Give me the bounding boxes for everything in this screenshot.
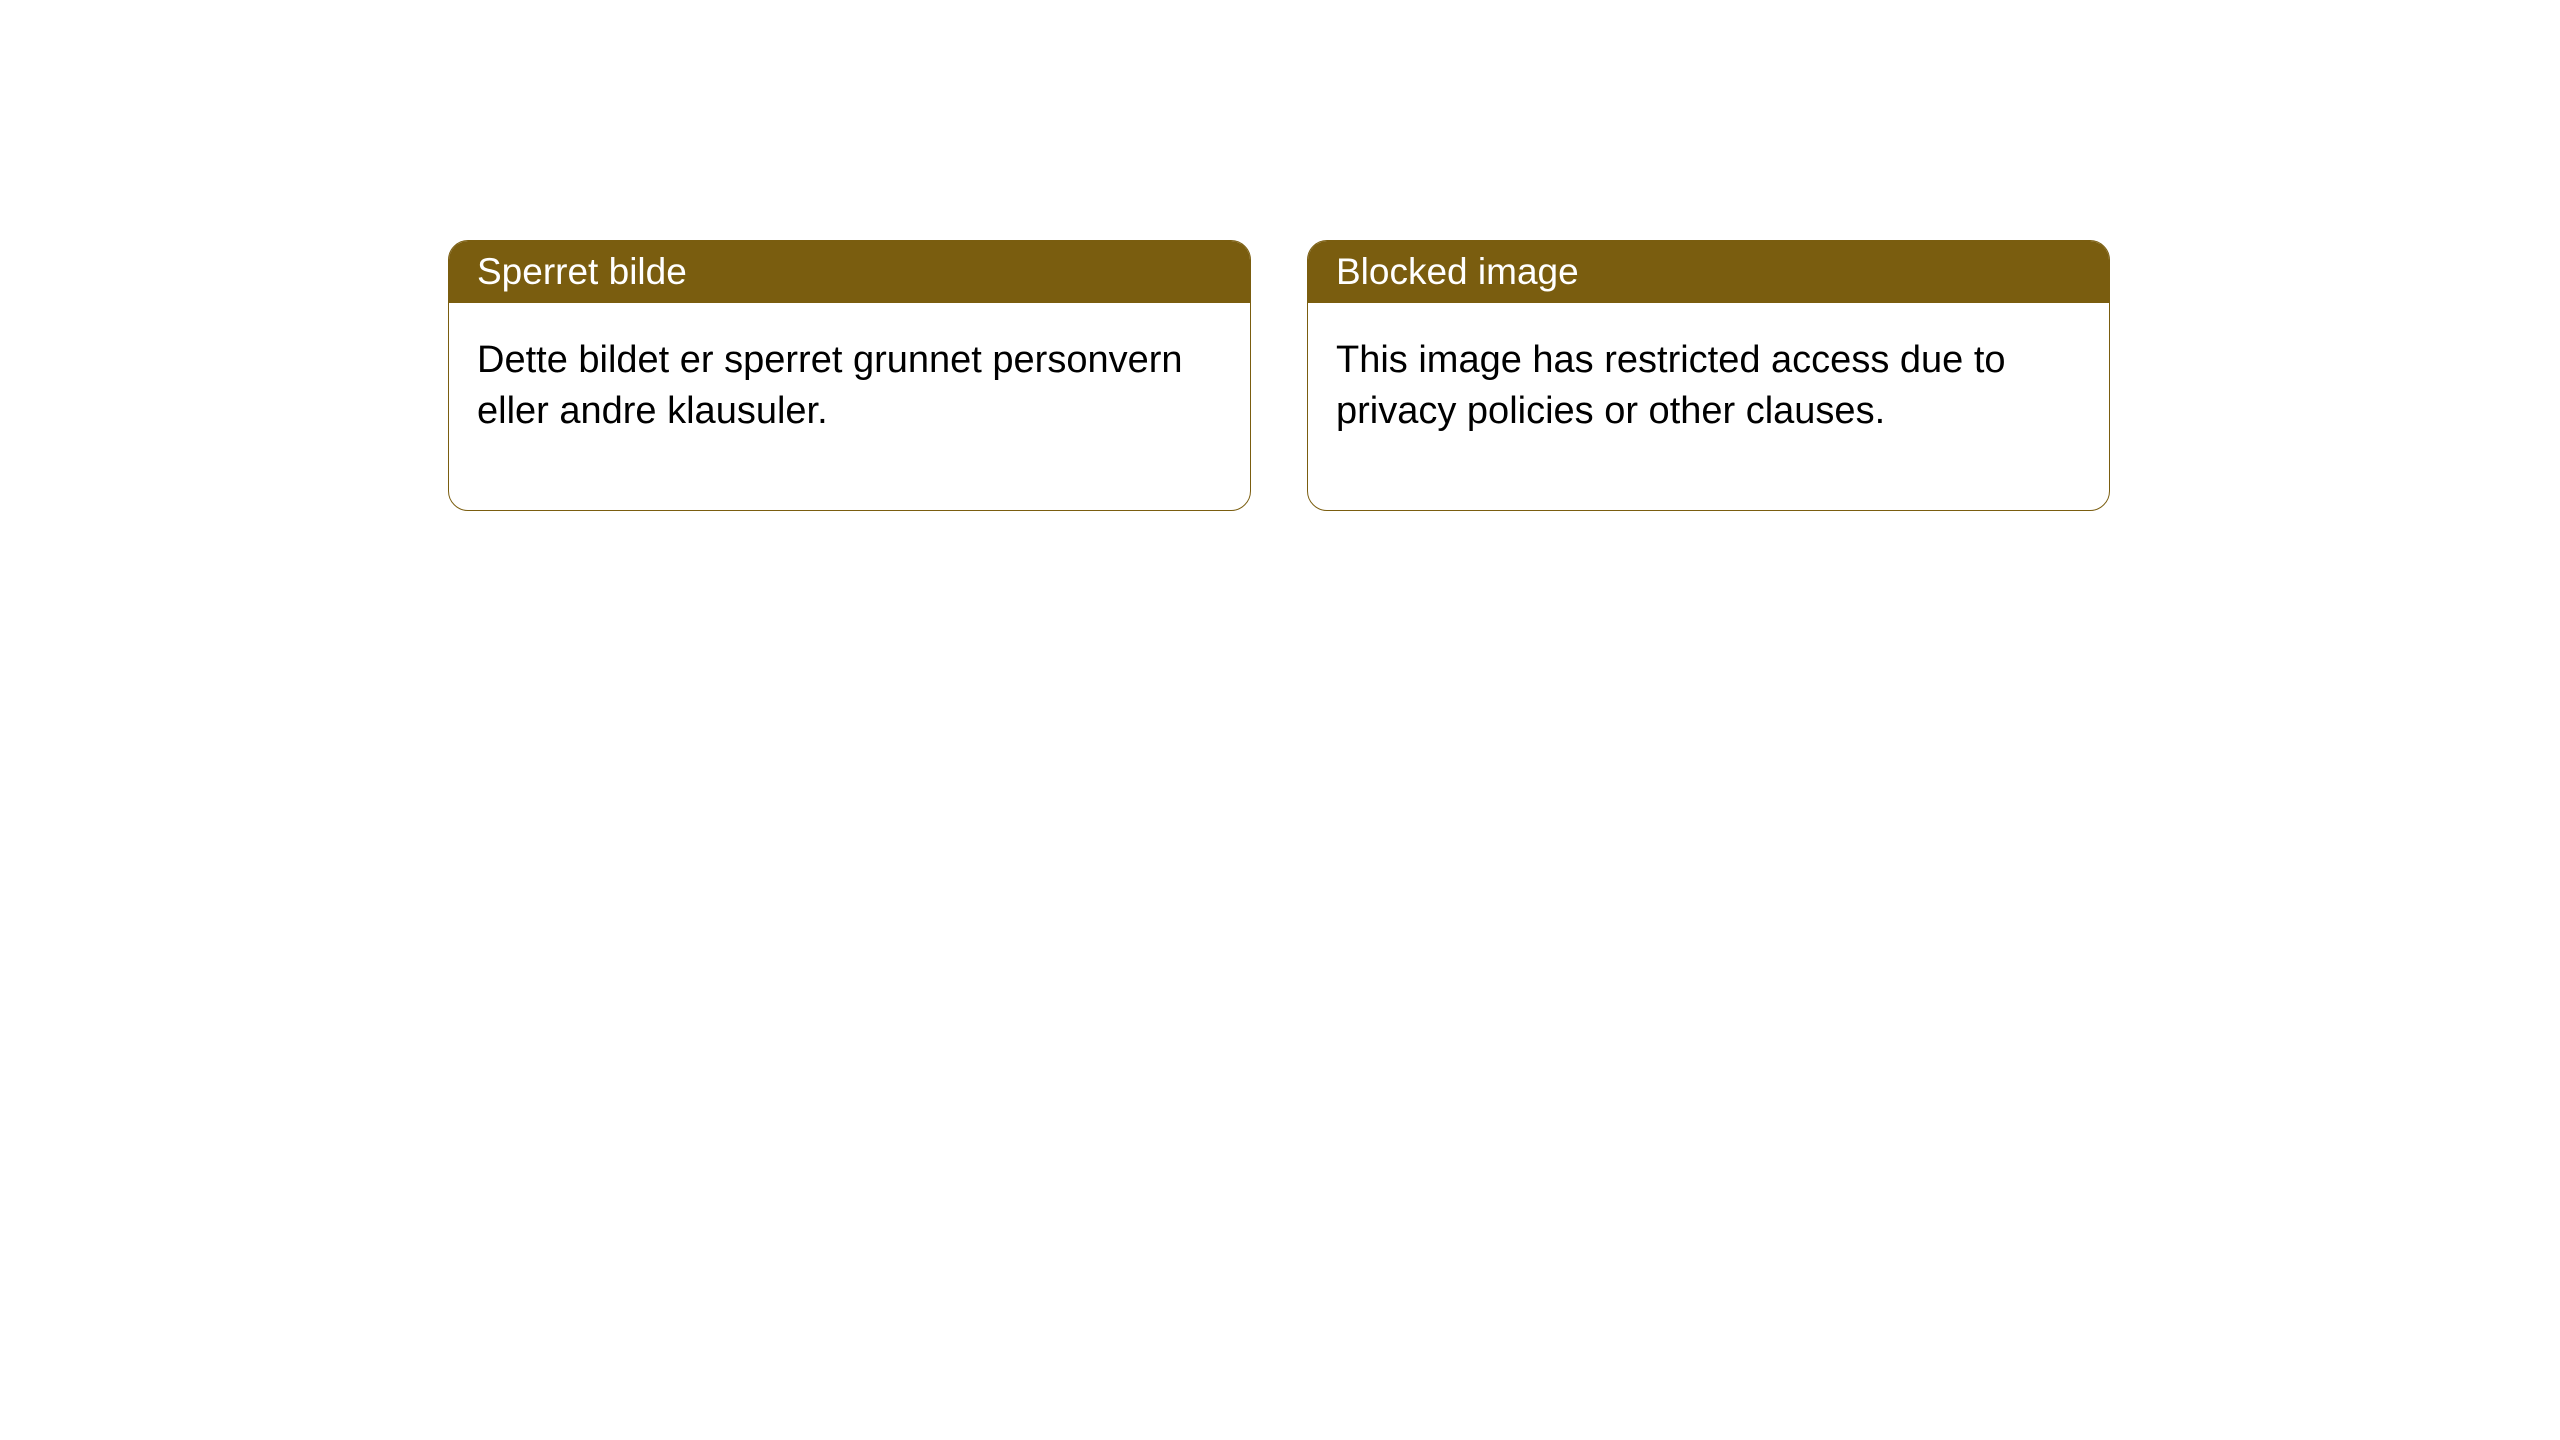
notice-body: Dette bildet er sperret grunnet personve… [449, 303, 1250, 510]
notice-body: This image has restricted access due to … [1308, 303, 2109, 510]
notice-container: Sperret bilde Dette bildet er sperret gr… [0, 0, 2560, 511]
notice-header: Blocked image [1308, 241, 2109, 303]
notice-header: Sperret bilde [449, 241, 1250, 303]
notice-card-english: Blocked image This image has restricted … [1307, 240, 2110, 511]
notice-card-norwegian: Sperret bilde Dette bildet er sperret gr… [448, 240, 1251, 511]
